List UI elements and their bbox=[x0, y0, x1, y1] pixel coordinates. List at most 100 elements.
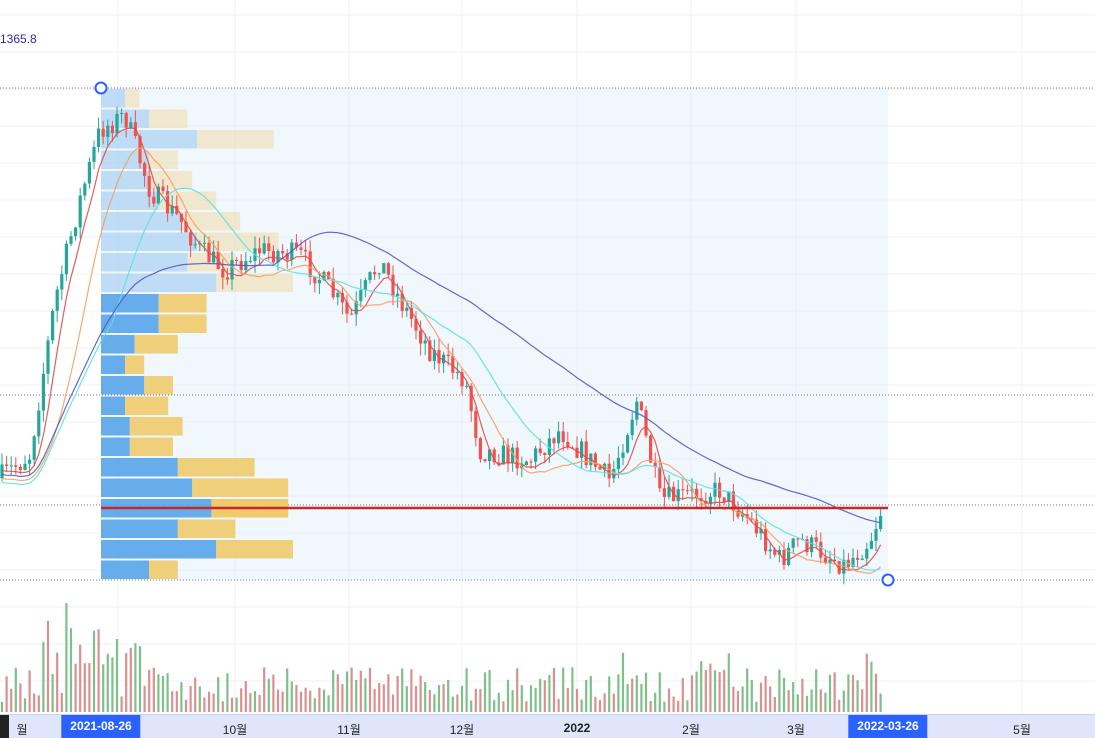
volume-bar bbox=[594, 696, 597, 712]
volume-bar bbox=[295, 684, 298, 712]
candle-body bbox=[662, 488, 666, 497]
candle-body bbox=[524, 461, 528, 466]
volume-profile-down-bar bbox=[125, 355, 145, 374]
volume-bar bbox=[37, 695, 40, 712]
volume-profile-down-bar bbox=[182, 212, 241, 231]
volume-bar bbox=[217, 677, 220, 712]
candle-body bbox=[64, 243, 68, 275]
volume-bar bbox=[470, 700, 473, 712]
candle-body bbox=[189, 232, 193, 246]
volume-bar bbox=[258, 694, 261, 712]
candle-body bbox=[166, 191, 170, 214]
candle-body bbox=[768, 549, 772, 552]
candle-body bbox=[281, 250, 285, 254]
candle-body bbox=[708, 496, 712, 504]
candle-body bbox=[78, 195, 82, 228]
volume-bar bbox=[221, 701, 224, 712]
volume-bar bbox=[690, 675, 694, 712]
candle-body bbox=[534, 448, 538, 462]
candle-body bbox=[442, 354, 446, 364]
volume-profile-up-bar bbox=[101, 294, 159, 313]
candle-body bbox=[584, 441, 588, 466]
candle-body bbox=[336, 292, 340, 298]
candle-body bbox=[465, 385, 469, 387]
candle-body bbox=[354, 301, 358, 315]
candle-body bbox=[368, 272, 372, 281]
volume-bar bbox=[419, 675, 422, 712]
candle-body bbox=[313, 276, 317, 284]
volume-bar bbox=[10, 688, 13, 712]
candle-body bbox=[276, 250, 280, 263]
candle-body bbox=[727, 491, 731, 503]
volume-bar bbox=[244, 681, 247, 712]
volume-bar bbox=[474, 688, 477, 712]
candle-body bbox=[823, 557, 827, 563]
candle-body bbox=[805, 539, 809, 553]
volume-bar bbox=[33, 693, 36, 712]
candle-body bbox=[120, 112, 124, 114]
candle-body bbox=[262, 243, 266, 254]
volume-bar bbox=[79, 644, 82, 712]
candle-body bbox=[474, 411, 478, 439]
volume-bar bbox=[19, 683, 22, 712]
volume-bar bbox=[833, 672, 836, 712]
candle-body bbox=[23, 463, 27, 470]
volume-profile-up-bar bbox=[101, 130, 197, 149]
volume-bar bbox=[732, 686, 735, 712]
volume-bar bbox=[253, 691, 257, 712]
volume-bar bbox=[704, 669, 707, 712]
time-axis[interactable]: 월 2021-08-26 10월 11월 12월 2022 2월 3월 2022… bbox=[0, 714, 1095, 738]
candle-body bbox=[819, 541, 823, 558]
volume-bar bbox=[608, 676, 611, 712]
volume-bar bbox=[240, 688, 243, 712]
volume-profile-down-bar bbox=[134, 335, 178, 354]
candle-body bbox=[488, 449, 492, 462]
volume-bar bbox=[851, 674, 855, 712]
volume-bar bbox=[171, 691, 174, 712]
candle-body bbox=[391, 274, 395, 297]
candle-body bbox=[630, 419, 634, 436]
volume-bar bbox=[322, 689, 326, 712]
volume-bar bbox=[782, 677, 786, 712]
volume-bar bbox=[861, 689, 864, 712]
volume-bar bbox=[189, 686, 192, 712]
volume-bar bbox=[382, 684, 385, 712]
volume-bar bbox=[493, 700, 496, 712]
volume-bar bbox=[879, 693, 882, 712]
candle-body bbox=[138, 136, 142, 164]
volume-bar bbox=[198, 686, 201, 712]
candle-body bbox=[529, 461, 533, 463]
candle-body bbox=[722, 497, 726, 503]
candle-body bbox=[787, 547, 791, 565]
volume-bar bbox=[194, 677, 197, 712]
range-start-badge[interactable]: 2021-08-26 bbox=[61, 715, 141, 738]
volume-bar bbox=[585, 680, 588, 712]
candle-body bbox=[106, 125, 110, 137]
price-chart-svg[interactable] bbox=[0, 0, 1095, 714]
volume-bar bbox=[364, 678, 367, 712]
volume-bar bbox=[341, 684, 344, 712]
volume-bar bbox=[414, 685, 418, 712]
candle-body bbox=[235, 259, 239, 261]
volume-bar bbox=[143, 685, 146, 712]
volume-bar bbox=[125, 653, 128, 712]
candle-body bbox=[322, 271, 326, 281]
candle-body bbox=[538, 448, 542, 453]
candle-body bbox=[428, 340, 432, 362]
range-end-badge[interactable]: 2022-03-26 bbox=[848, 715, 928, 738]
volume-bar bbox=[447, 679, 450, 712]
volume-profile-down-bar bbox=[158, 294, 207, 313]
volume-bar bbox=[309, 690, 312, 712]
candle-body bbox=[851, 557, 855, 567]
candle-body bbox=[115, 113, 119, 134]
candle-body bbox=[409, 307, 413, 319]
volume-bar bbox=[102, 664, 105, 712]
ma-fast-line bbox=[1, 127, 882, 571]
volume-bar bbox=[74, 663, 77, 712]
candle-body bbox=[87, 161, 91, 184]
volume-profile-up-bar bbox=[101, 253, 188, 272]
candle-body bbox=[580, 441, 584, 458]
candle-body bbox=[18, 466, 22, 470]
volume-bar bbox=[488, 669, 491, 712]
